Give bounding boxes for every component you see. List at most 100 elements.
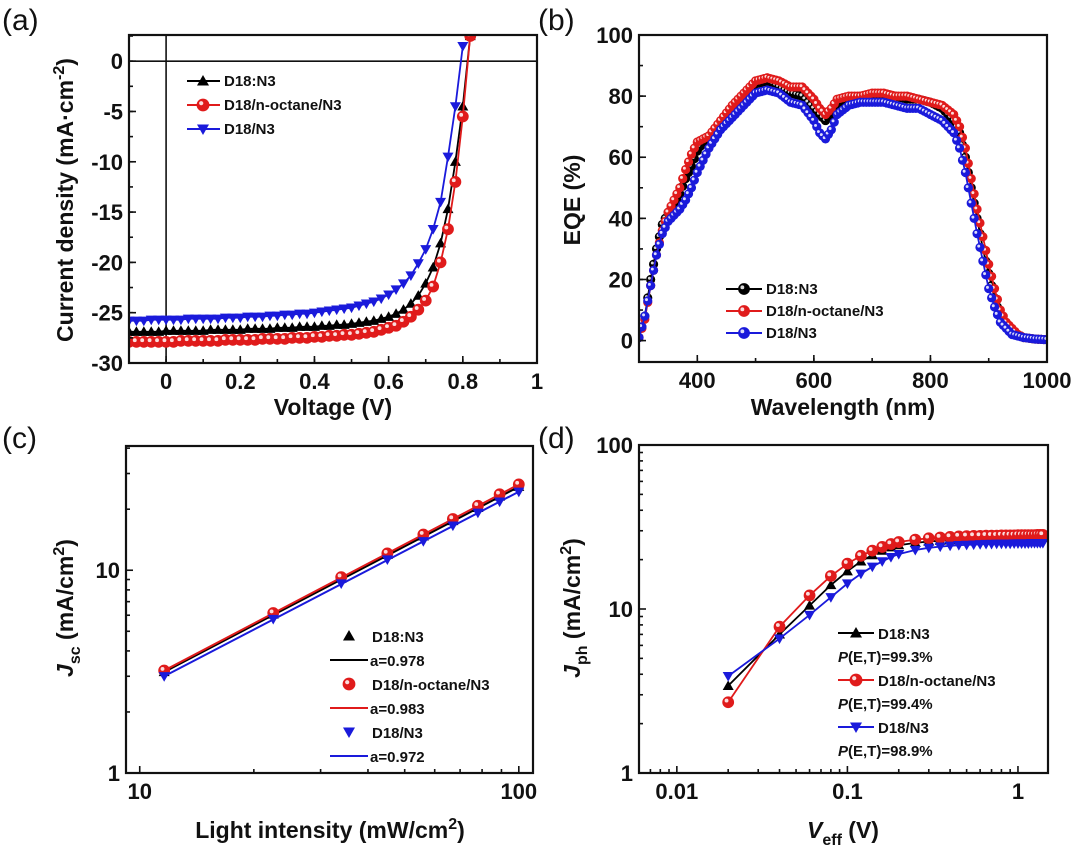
data-point-d18-n3-highlight [983, 272, 987, 276]
data-point-d18-n3-highlight [682, 197, 686, 201]
data-point-d18-n3-highlight [691, 177, 695, 181]
legend-pet-label: P(E,T)=99.3% [838, 649, 933, 666]
data-point-d18-n-octane-n3-highlight [340, 331, 345, 336]
data-point-d18-n3 [175, 325, 187, 335]
legend-marker [197, 75, 209, 86]
data-point-d18-n-octane-n3 [773, 620, 786, 633]
data-point-d18-n-octane-n3-highlight [160, 667, 165, 671]
y-axis-label-c-sub: sc [67, 646, 84, 664]
legend-marker-highlight [740, 285, 745, 290]
data-point-d18-n3-highlight [703, 151, 707, 155]
data-point-d18-n3-highlight [988, 295, 992, 299]
data-point-d18-n3 [960, 167, 971, 178]
data-point-d18-n3 [175, 315, 187, 326]
panel-b-eqe: (b) 400 600 800 1000 0 20 40 60 80 100 D18:N3 D18/n… [538, 4, 1071, 420]
data-point-d18-n3 [212, 324, 224, 334]
data-point-d18-n-octane-n3-highlight [419, 530, 424, 535]
data-point-d18-n-octane-n3-highlight [333, 332, 337, 337]
x-axis-label-d: Veff (V) [807, 817, 879, 849]
data-point-d18-n3 [338, 304, 350, 315]
data-point-d18-n3 [953, 541, 965, 551]
data-point-d18-n3 [457, 100, 469, 111]
y-axis-label-d-j: J [559, 664, 585, 678]
legend-label: D18/N3 [224, 121, 275, 138]
data-point-d18-n-octane-n3-highlight [392, 322, 397, 327]
series-d18-n3 [158, 487, 525, 682]
data-point-d18-n3 [893, 550, 905, 560]
data-point-d18-n3 [640, 311, 650, 321]
data-point-d18-n3 [992, 310, 1003, 320]
legend-label: D18:N3 [766, 281, 818, 298]
data-point-d18-n3 [420, 245, 432, 255]
data-point-d18-n3 [909, 545, 921, 556]
series-line-d18-n-octane-n3 [639, 76, 1047, 341]
data-point-d18-n3-highlight [980, 258, 984, 262]
y-tick-label-d: 1 [621, 761, 633, 786]
y-tick-label-b: 80 [609, 84, 633, 109]
panel-label-c: (c) [2, 422, 37, 455]
series-line-d18-n3 [129, 45, 464, 322]
data-point-d18-n-octane-n3-highlight [805, 90, 809, 94]
data-point-d18-n3 [804, 600, 816, 610]
x-tick-label-a: 0 [160, 369, 172, 394]
legend-pet-label: P(E,T)=99.4% [838, 696, 933, 713]
data-point-d18-n-octane-n3 [442, 223, 454, 236]
data-point-d18-n3 [961, 540, 973, 551]
y-tick-label-d: 100 [596, 433, 633, 458]
data-point-d18-n3 [190, 314, 202, 325]
legend-c: D18:N3 a=0.978 D18/n-octane/N3 a=0.983 D18/N… [330, 629, 490, 766]
data-point-d18-n-octane-n3-highlight [221, 336, 226, 341]
data-point-d18-n3 [841, 579, 853, 590]
data-point-d18-n-octane-n3-highlight [878, 543, 883, 548]
legend-marker [196, 98, 210, 112]
data-point-d18-n3 [648, 265, 659, 275]
data-point-d18-n3-highlight [985, 285, 989, 289]
panel-label-d: (d) [538, 422, 575, 455]
data-point-d18-n3 [435, 237, 447, 248]
legend-marker [343, 727, 355, 738]
y-tick-label-a: -20 [91, 250, 123, 275]
x-tick-label-b: 600 [795, 368, 832, 393]
data-point-d18-n-octane-n3 [456, 110, 469, 123]
data-point-d18-n3 [885, 553, 897, 563]
data-point-d18-n3 [294, 309, 306, 320]
data-point-d18-n3 [145, 326, 157, 336]
data-point-d18-n-octane-n3-highlight [982, 532, 987, 536]
data-point-d18-n3 [447, 521, 459, 532]
data-point-d18-n-octane-n3-highlight [399, 318, 404, 323]
x-axis-label-c-sup: 2 [448, 816, 457, 833]
data-point-d18-n3 [182, 314, 194, 325]
data-point-d18-n3 [975, 242, 985, 252]
data-point-d18-n-octane-n3-highlight [347, 331, 352, 336]
data-point-d18-n3 [205, 324, 217, 334]
data-point-d18-n-octane-n3-highlight [936, 533, 941, 538]
data-point-d18-n-octane-n3-highlight [281, 335, 286, 340]
data-point-d18-n3 [257, 323, 269, 333]
legend-marker [738, 305, 750, 317]
data-point-d18-n3 [427, 261, 439, 272]
y-axis-label-c: Jsc (mA/cm2) [51, 539, 84, 677]
data-point-d18-n-octane-n3-highlight [515, 480, 520, 485]
data-point-d18-n3 [646, 280, 656, 291]
data-point-d18-n-octane-n3-highlight [724, 698, 729, 703]
panel-d-jph-vs-veff: (d) 0.01 0.1 1110100D18:N3P(E,T)=99.3%D18/… [538, 422, 1050, 849]
legend-marker-highlight [852, 676, 857, 681]
data-point-d18-n-octane-n3-highlight [925, 534, 930, 539]
data-point-d18-n-octane-n3-highlight [971, 191, 975, 195]
data-point-d18-n3 [331, 319, 343, 329]
data-point-d18-n-octane-n3-highlight [429, 282, 434, 287]
data-point-d18-n3-highlight [956, 145, 960, 149]
data-point-d18-n3-highlight [948, 127, 952, 130]
legend-b: D18:N3 D18/n-octane/N3 D18/N3 [726, 281, 884, 342]
data-point-d18-n3 [722, 680, 734, 690]
data-point-d18-n-octane-n3 [427, 280, 440, 293]
data-point-d18-n3 [242, 323, 254, 333]
data-point-d18-n3-highlight [802, 106, 806, 110]
data-point-d18-n-octane-n3-highlight [258, 335, 263, 340]
x-tick-label-a: 0.2 [225, 369, 256, 394]
data-point-d18-n3 [825, 593, 837, 603]
data-point-d18-n-octane-n3 [419, 294, 432, 307]
y-tick-label-a: -25 [91, 301, 123, 326]
data-point-d18-n3-highlight [965, 185, 969, 189]
data-point-d18-n-octane-n3-highlight [177, 337, 182, 342]
